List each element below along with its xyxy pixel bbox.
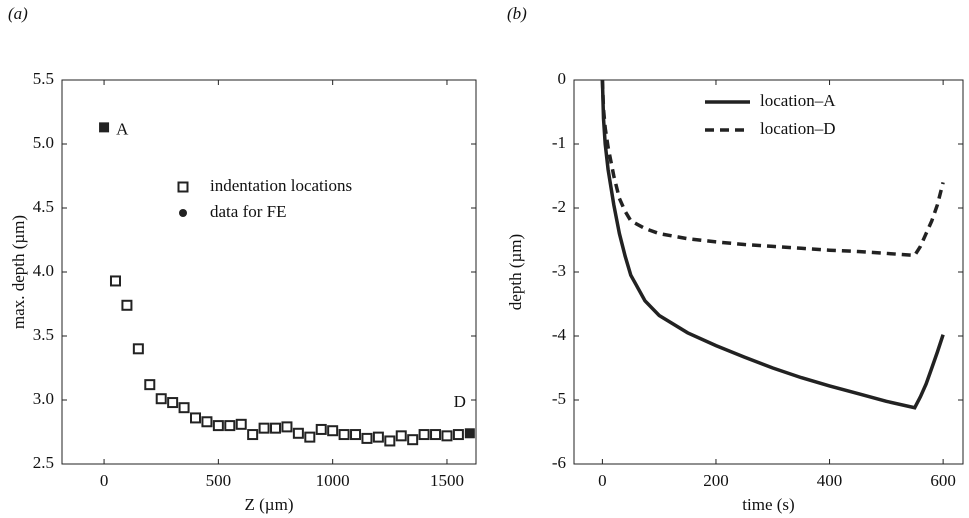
y-tick-label: 4.0 (33, 261, 54, 280)
data-point (281, 421, 293, 433)
data-point (418, 429, 430, 441)
data-point (212, 420, 224, 432)
data-point (304, 431, 316, 443)
y-tick-label: 2.5 (33, 453, 54, 472)
data-point (224, 420, 236, 432)
data-line (600, 79, 945, 410)
x-tick-label: 600 (930, 471, 956, 490)
y-axis-label: max. depth (µm) (9, 215, 28, 329)
y-tick-label: 3.0 (33, 389, 54, 408)
data-point (235, 418, 247, 430)
x-tick-label: 400 (817, 471, 843, 490)
annotation: D (454, 392, 466, 411)
legend-label: location–D (760, 119, 836, 138)
legend-label: indentation locations (210, 176, 352, 195)
data-point (167, 397, 179, 409)
data-point (338, 429, 350, 441)
data-point (464, 428, 475, 439)
x-tick-label: 200 (703, 471, 729, 490)
data-point (258, 422, 270, 434)
y-tick-label: -6 (552, 453, 566, 472)
y-tick-label: -4 (552, 325, 567, 344)
data-point (247, 429, 259, 441)
data-point (350, 429, 362, 441)
legend-marker (177, 181, 189, 193)
data-point (384, 435, 396, 447)
y-tick-label: 5.5 (33, 69, 54, 88)
data-point (132, 343, 144, 355)
y-tick-label: 0 (558, 69, 567, 88)
legend-label: data for FE (210, 202, 286, 221)
data-point (361, 432, 373, 444)
y-tick-label: 3.5 (33, 325, 54, 344)
y-tick-label: -2 (552, 197, 566, 216)
x-tick-label: 1000 (316, 471, 350, 490)
data-point (441, 430, 453, 442)
data-point (144, 379, 156, 391)
data-point (201, 416, 213, 428)
y-axis-label: depth (µm) (506, 234, 525, 310)
data-point (452, 429, 464, 441)
x-tick-label: 1500 (430, 471, 464, 490)
y-tick-label: -3 (552, 261, 566, 280)
legend-marker (179, 209, 187, 217)
annotation: A (116, 119, 129, 138)
y-tick-label: 4.5 (33, 197, 54, 216)
data-point (109, 275, 121, 287)
panel-label: (a) (8, 4, 28, 23)
data-point (178, 402, 190, 414)
data-point (430, 429, 442, 441)
data-point (327, 425, 339, 437)
data-point (372, 431, 384, 443)
data-point (395, 430, 407, 442)
data-point (155, 393, 167, 405)
x-tick-label: 500 (206, 471, 232, 490)
data-point (270, 422, 282, 434)
y-tick-label: -1 (552, 133, 566, 152)
y-tick-label: -5 (552, 389, 566, 408)
panel-label: (b) (507, 4, 527, 23)
x-tick-label: 0 (100, 471, 109, 490)
data-point (315, 423, 327, 435)
x-axis-label: time (s) (742, 495, 794, 514)
data-point (190, 412, 202, 424)
y-tick-label: 5.0 (33, 133, 54, 152)
x-tick-label: 0 (598, 471, 607, 490)
legend-label: location–A (760, 91, 836, 110)
data-point (292, 427, 304, 439)
data-point (407, 434, 419, 446)
data-point (121, 299, 133, 311)
data-point (99, 122, 110, 133)
data-line (600, 79, 945, 258)
x-axis-label: Z (µm) (245, 495, 294, 514)
